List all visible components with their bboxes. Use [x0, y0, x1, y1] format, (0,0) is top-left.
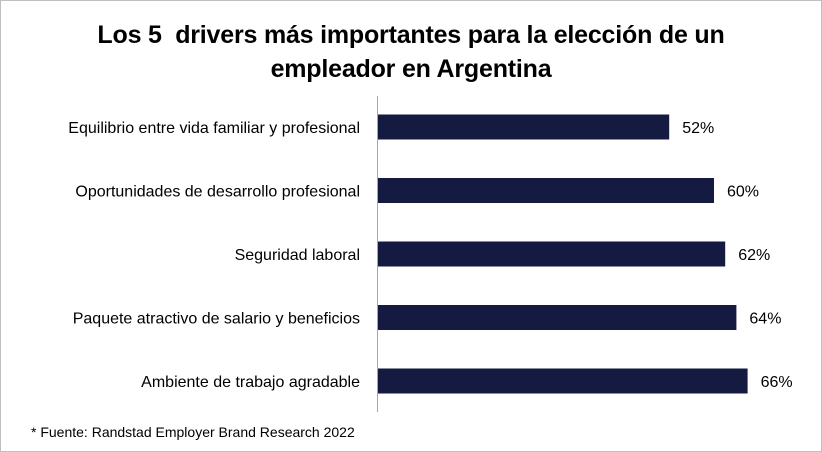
chart-title-line-2: empleador en Argentina — [270, 55, 552, 83]
bar — [378, 178, 714, 203]
value-label: 66% — [761, 374, 793, 391]
value-label: 60% — [727, 184, 759, 201]
category-label: Ambiente de trabajo agradable — [141, 374, 360, 391]
category-label: Seguridad laboral — [235, 247, 360, 264]
value-label: 64% — [749, 311, 781, 328]
value-label: 62% — [738, 247, 770, 264]
bar — [378, 114, 670, 140]
value-label: 52% — [682, 120, 714, 137]
bar — [378, 241, 726, 267]
category-label: Oportunidades de desarrollo profesional — [75, 184, 360, 201]
category-label: Equilibrio entre vida familiar y profesi… — [68, 120, 360, 137]
source-note: * Fuente: Randstad Employer Brand Resear… — [31, 424, 355, 440]
chart-title-line-1: Los 5 drivers más importantes para la el… — [97, 21, 725, 49]
bar — [378, 368, 748, 394]
category-label: Paquete atractivo de salario y beneficio… — [73, 311, 360, 328]
chart-title: Los 5 drivers más importantes para la el… — [0, 18, 822, 86]
bar — [378, 305, 737, 330]
